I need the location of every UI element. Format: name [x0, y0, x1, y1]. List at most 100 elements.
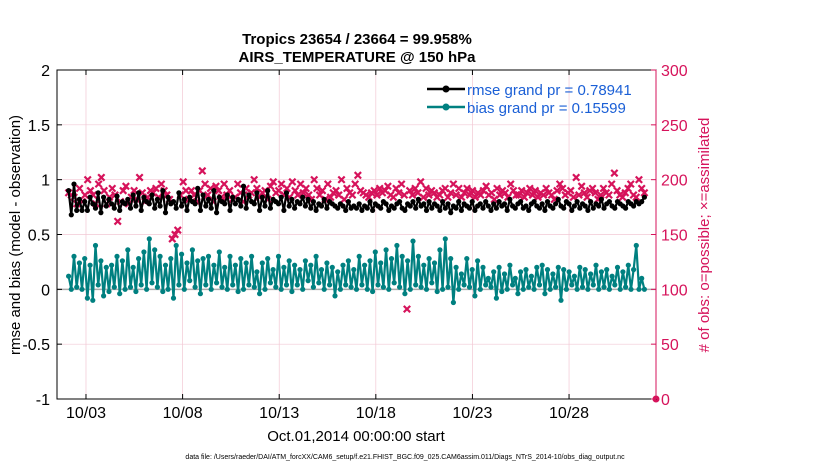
legend-rmse-marker: [442, 85, 450, 93]
rmse-point: [324, 205, 330, 211]
legend-rmse-label: rmse grand pr = 0.78941: [467, 82, 632, 99]
rmse-point: [195, 185, 201, 191]
obs-marker-stroke: [413, 188, 422, 197]
rmse-point: [359, 207, 365, 213]
bias-point: [79, 286, 85, 292]
obs-assimilated-marker: [523, 188, 532, 197]
rmse-point: [318, 203, 325, 209]
bias-point: [469, 267, 475, 273]
bias-point: [130, 264, 136, 270]
obs-marker-stroke: [83, 175, 92, 184]
bias-point: [539, 262, 545, 268]
rmse-point: [222, 201, 228, 207]
bias-point: [625, 262, 631, 268]
obs-marker-stroke: [157, 180, 166, 189]
obs-assimilated-marker: [569, 193, 578, 202]
bias-point: [273, 284, 279, 290]
bias-point: [550, 271, 556, 277]
bias-point: [437, 247, 443, 253]
obs-marker-stroke: [312, 184, 321, 193]
bias-point: [265, 256, 271, 262]
rmse-point: [356, 201, 362, 207]
y-tick-label: 0.5: [28, 228, 50, 245]
obs-marker-stroke: [449, 180, 458, 189]
rmse-point: [553, 201, 559, 207]
bias-point: [418, 284, 424, 290]
obs-marker-stroke: [337, 175, 346, 184]
x-axis-ticks: 10/03 10/08 10/13 10/18 10/23 10/28: [66, 70, 589, 422]
rmse-point: [483, 199, 489, 205]
obs-marker-stroke: [525, 184, 534, 193]
rmse-point: [230, 194, 236, 200]
obs-assimilated-marker: [553, 186, 562, 195]
legend-bias-marker: [442, 103, 450, 111]
bias-point: [604, 267, 610, 273]
bias-point: [536, 282, 543, 288]
chart-title: Tropics 23654 / 23664 = 99.958%: [242, 31, 472, 48]
obs-marker-stroke: [206, 184, 215, 193]
obs-marker-stroke: [100, 186, 109, 195]
obs-assimilated-marker: [430, 188, 439, 197]
obs-marker-stroke: [381, 186, 390, 195]
y-right-tick-label: 100: [661, 282, 688, 299]
bias-point: [450, 299, 456, 306]
y-right-tick-label: 50: [661, 337, 679, 354]
obs-assimilated-marker: [113, 217, 122, 226]
bias-point: [620, 269, 626, 275]
obs-assimilated-marker: [596, 191, 605, 199]
rmse-point: [574, 199, 580, 205]
bias-point: [230, 282, 236, 288]
obs-assimilated-marker: [299, 188, 308, 197]
obs-marker-stroke: [179, 177, 188, 186]
obs-marker-stroke: [509, 186, 518, 195]
obs-marker-stroke: [214, 186, 223, 195]
rmse-point: [466, 205, 473, 211]
rmse-point: [407, 203, 413, 209]
obs-marker-stroke: [443, 193, 452, 202]
obs-marker-stroke: [203, 191, 212, 199]
bias-point: [332, 293, 338, 299]
bias-point: [569, 282, 575, 288]
rmse-point: [612, 205, 618, 211]
bias-point: [499, 288, 505, 295]
obs-assimilated-marker: [348, 191, 357, 199]
rmse-point: [623, 205, 629, 211]
obs-assimilated-marker: [583, 193, 592, 202]
bias-point: [394, 242, 400, 249]
obs-marker-stroke: [383, 182, 392, 191]
obs-assimilated-marker: [463, 184, 472, 193]
obs-assimilated-marker: [233, 180, 242, 189]
bias-point: [628, 286, 634, 292]
rmse-point: [364, 205, 370, 211]
obs-marker-stroke: [514, 191, 523, 199]
rmse-point: [590, 205, 596, 211]
obs-marker-stroke: [277, 180, 286, 189]
obs-marker-stroke: [506, 180, 515, 189]
bias-point: [98, 258, 104, 264]
rmse-point: [111, 205, 117, 211]
rmse-point: [429, 205, 435, 211]
bias-point: [305, 278, 311, 284]
obs-marker-stroke: [572, 173, 581, 182]
rmse-point: [469, 199, 475, 205]
obs-marker-stroke: [435, 191, 444, 199]
bias-point: [531, 286, 537, 292]
rmse-point: [152, 205, 158, 211]
obs-marker-stroke: [113, 217, 122, 226]
rmse-point: [84, 207, 90, 213]
obs-assimilated-marker: [119, 186, 128, 195]
rmse-point: [176, 190, 182, 196]
bias-point: [243, 260, 249, 266]
obs-marker-stroke: [97, 173, 106, 182]
obs-marker-stroke: [75, 184, 84, 193]
bias-point: [413, 282, 419, 288]
obs-marker-stroke: [372, 191, 381, 199]
bias-point: [321, 286, 327, 292]
obs-assimilated-marker: [288, 177, 297, 186]
obs-assimilated-marker: [97, 173, 106, 182]
obs-assimilated-marker: [443, 193, 452, 202]
bias-point: [300, 286, 306, 292]
bias-point: [480, 264, 486, 270]
rmse-point: [448, 210, 454, 216]
bias-point: [278, 286, 284, 292]
